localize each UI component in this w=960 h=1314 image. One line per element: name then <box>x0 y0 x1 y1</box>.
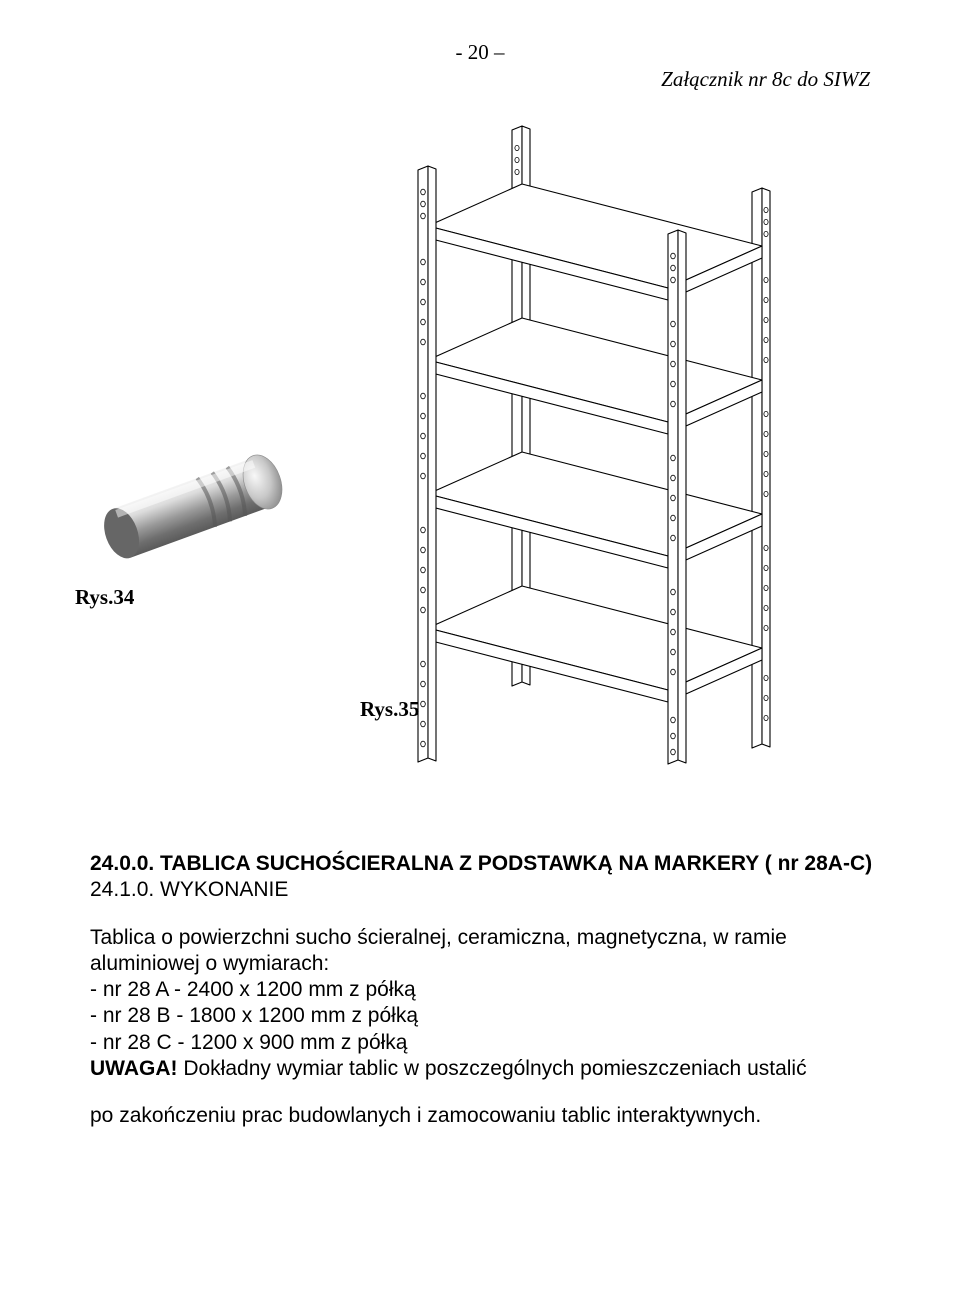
rack-drawing <box>400 122 830 772</box>
pin-icon <box>75 422 305 577</box>
bullet-1: - nr 28 A - 2400 x 1200 mm z półką <box>90 977 880 1003</box>
figures-row: Rys.34 <box>90 122 870 792</box>
section-heading: 24.0.0. TABLICA SUCHOŚCIERALNA Z PODSTAW… <box>90 851 880 877</box>
page-number: - 20 – <box>90 40 870 65</box>
uwaga-rest: Dokładny wymiar tablic w poszczególnych … <box>178 1057 807 1080</box>
bullet-3: - nr 28 C - 1200 x 900 mm z półką <box>90 1030 880 1056</box>
figure-34: Rys.34 <box>75 422 335 610</box>
figure-34-label: Rys.34 <box>75 585 134 609</box>
uwaga-bold: UWAGA! <box>90 1057 178 1080</box>
page: - 20 – Załącznik nr 8c do SIWZ <box>0 0 960 1314</box>
desc-line-2: aluminiowej o wymiarach: <box>90 951 880 977</box>
attachment-label: Załącznik nr 8c do SIWZ <box>90 67 870 92</box>
desc-line-1: Tablica o powierzchni sucho ścieralnej, … <box>90 925 880 951</box>
figure-35-label: Rys.35 <box>360 697 419 722</box>
uwaga-line-1: UWAGA! Dokładny wymiar tablic w poszczeg… <box>90 1056 880 1082</box>
text-block: 24.0.0. TABLICA SUCHOŚCIERALNA Z PODSTAW… <box>90 830 880 1129</box>
bullet-2: - nr 28 B - 1800 x 1200 mm z półką <box>90 1003 880 1029</box>
uwaga-line-2: po zakończeniu prac budowlanych i zamoco… <box>90 1103 880 1129</box>
figure-35 <box>400 122 850 772</box>
section-subheading: 24.1.0. WYKONANIE <box>90 877 880 903</box>
